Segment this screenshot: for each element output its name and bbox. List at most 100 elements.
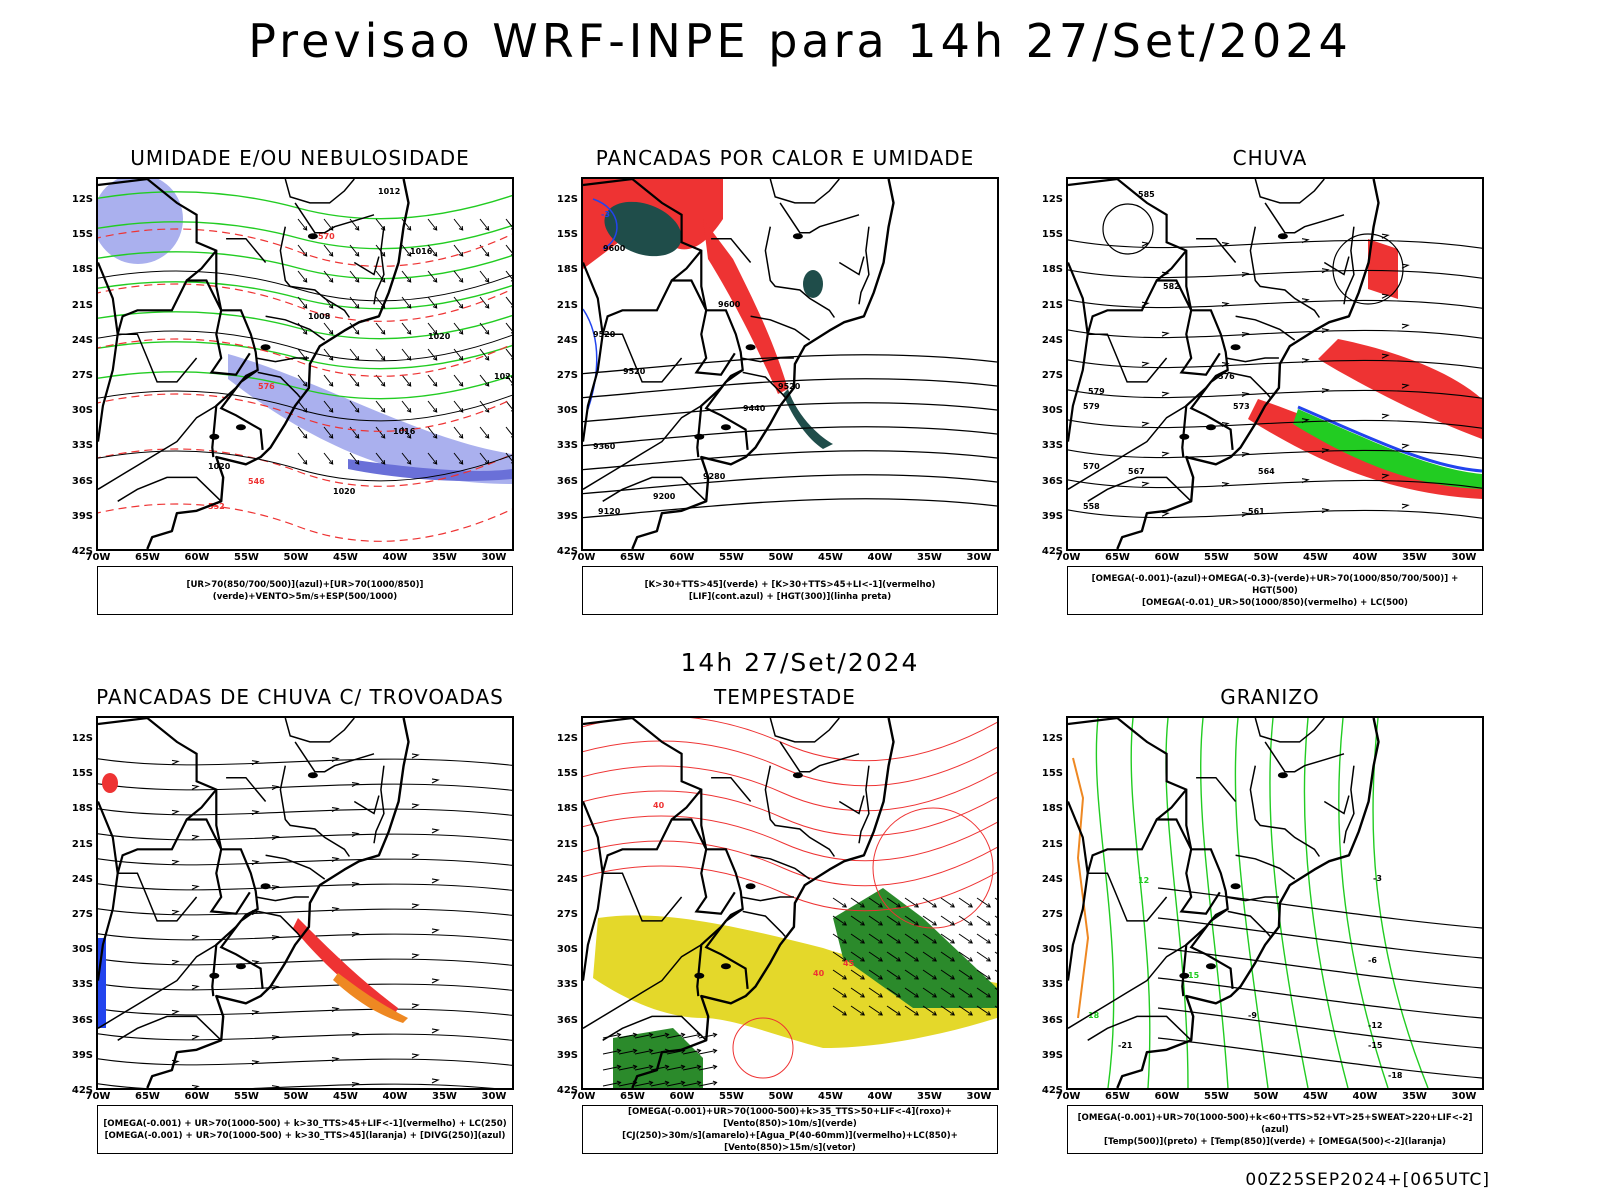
wind-vector-head xyxy=(458,303,464,309)
wind-vector xyxy=(698,1049,717,1055)
wind-vector xyxy=(698,1065,717,1071)
instability-band xyxy=(703,219,788,394)
wind-vector xyxy=(427,244,438,257)
wind-vector-head xyxy=(950,939,956,944)
state-border xyxy=(711,776,752,802)
streamline xyxy=(98,958,512,966)
lon-tick-label: 35W xyxy=(432,552,457,563)
wind-vector xyxy=(922,1005,937,1016)
streamline-arrow xyxy=(1161,331,1170,337)
lat-tick-label: 21S xyxy=(556,838,578,850)
wind-vector-head xyxy=(914,939,920,944)
streamline-arrow xyxy=(411,1003,420,1009)
lat-tick-label: 15S xyxy=(1041,229,1063,241)
wind-vector xyxy=(850,969,865,980)
country-border xyxy=(209,310,251,376)
height-contour xyxy=(583,450,997,471)
wind-vector-head xyxy=(842,993,848,998)
map-chuva: 585 582 579 576 573 570 567 564 561 558 579 xyxy=(1066,177,1484,551)
wind-vector xyxy=(602,1049,621,1055)
streamline-arrow xyxy=(271,1085,280,1088)
wind-vector xyxy=(922,915,937,926)
country-border xyxy=(1179,310,1221,376)
state-border xyxy=(98,944,217,1029)
streamline xyxy=(98,883,512,891)
isoline xyxy=(98,281,512,310)
streamline-arrow xyxy=(431,978,440,984)
wind-vector-head xyxy=(458,381,464,387)
wind-vector-head xyxy=(680,1032,686,1038)
wind-vector xyxy=(634,1065,653,1071)
country-border xyxy=(116,279,223,335)
wind-vector xyxy=(427,270,438,283)
isoline xyxy=(98,393,512,432)
state-border xyxy=(284,718,355,743)
wind-vector xyxy=(401,452,412,465)
wind-vector-head xyxy=(932,1011,938,1016)
contour-label: 1012 xyxy=(378,187,400,196)
wind-vector xyxy=(602,1033,621,1039)
wind-vector-head xyxy=(712,1032,718,1038)
streamline-arrow xyxy=(191,884,200,890)
streamline-arrow xyxy=(191,784,200,790)
wind-vector-head xyxy=(484,225,490,231)
wind-vector xyxy=(958,951,973,962)
state-border xyxy=(1343,226,1355,305)
wind-vector xyxy=(453,348,464,361)
state-border xyxy=(117,872,198,922)
wind-vector xyxy=(401,218,412,231)
wind-vector xyxy=(940,915,955,926)
wind-vector xyxy=(479,452,490,465)
wind-vector xyxy=(401,322,412,335)
wind-vector xyxy=(976,915,991,926)
wind-vector-head xyxy=(878,921,884,926)
streamline xyxy=(1068,299,1482,309)
wind-vector-head xyxy=(860,939,866,944)
wind-vector-head xyxy=(914,921,920,926)
state-border xyxy=(117,1015,222,1041)
wind-vector xyxy=(479,218,490,231)
streamline-arrow xyxy=(1221,302,1230,308)
panel-4-legend: [OMEGA(-0.001) + UR>70(1000-500) + k>30_… xyxy=(97,1105,513,1154)
contour-label: 1016 xyxy=(393,427,416,436)
wind-vector-head xyxy=(896,993,902,998)
contour-label: 576 xyxy=(258,382,275,391)
streamline-arrow xyxy=(1141,421,1150,427)
wind-vector-head xyxy=(860,993,866,998)
country-border xyxy=(1179,849,1221,915)
streamline xyxy=(1068,389,1482,399)
country-border xyxy=(1068,718,1234,990)
lon-tick-label: 65W xyxy=(620,1091,645,1102)
country-border xyxy=(211,908,259,997)
lat-tick-label: 36S xyxy=(71,1014,93,1026)
state-border xyxy=(583,944,702,1029)
streamline-arrow xyxy=(1161,451,1170,457)
wind-vector xyxy=(868,987,883,998)
streamline-arrow xyxy=(331,757,340,763)
wind-vector-head xyxy=(648,1064,654,1070)
lon-tick-label: 40W xyxy=(382,1091,408,1102)
contour-label: 1020 xyxy=(333,487,356,496)
wind-vector-head xyxy=(932,957,938,962)
lon-tick-label: 60W xyxy=(184,552,210,563)
wind-vector xyxy=(976,951,991,962)
contour-label: 9120 xyxy=(598,507,621,516)
country-border xyxy=(1068,262,1089,442)
wind-vector-head xyxy=(986,903,992,908)
state-border xyxy=(1249,765,1321,857)
wind-vector xyxy=(832,987,847,998)
wind-vector xyxy=(479,400,490,413)
lon-tick-label: 55W xyxy=(234,1091,259,1102)
lake xyxy=(260,344,271,351)
wind-vector xyxy=(850,951,865,962)
streamline xyxy=(98,1058,512,1066)
rain-area xyxy=(1318,339,1482,439)
wind-vector xyxy=(958,969,973,980)
lat-tick-label: 18S xyxy=(71,264,93,276)
lat-tick-label: 33S xyxy=(1041,979,1063,991)
lat-tick-label: 27S xyxy=(1041,370,1063,381)
state-border xyxy=(1264,202,1345,234)
run-timestamp: 00Z25SEP2024+[065UTC] xyxy=(1245,1170,1490,1190)
wind-vector xyxy=(886,897,901,908)
lon-tick-label: 45W xyxy=(333,552,358,563)
